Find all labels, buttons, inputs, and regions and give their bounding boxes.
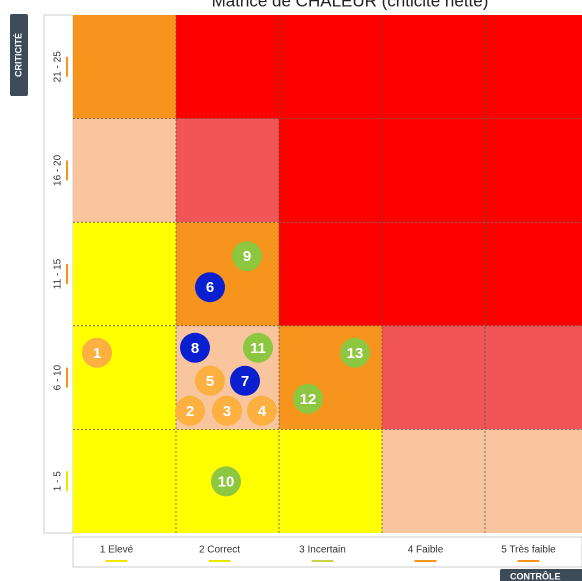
- risk-marker: [212, 395, 242, 426]
- cell: [485, 222, 582, 326]
- cell: [73, 118, 176, 223]
- risk-label: 4: [258, 403, 267, 420]
- risk-marker: [82, 337, 112, 368]
- risk-marker: [293, 383, 323, 414]
- y-label: 16 - 20: [53, 154, 64, 186]
- cell: [382, 15, 485, 119]
- cell: [485, 429, 582, 533]
- x-label: 2 Correct: [199, 545, 240, 556]
- risk-label: 12: [300, 391, 317, 408]
- y-label: 21 - 25: [53, 51, 64, 83]
- risk-label: 11: [250, 340, 266, 357]
- y-title-tab: [10, 14, 28, 96]
- risk-marker: [175, 395, 205, 426]
- risk-label: 5: [206, 373, 214, 390]
- cell: [73, 15, 176, 119]
- cell: [485, 15, 582, 119]
- risk-label: 9: [243, 248, 251, 265]
- risk-marker: [195, 272, 225, 303]
- risk-label: 3: [223, 403, 231, 420]
- risk-marker: [211, 466, 241, 497]
- risk-label: 13: [347, 345, 364, 362]
- y-label: 11 - 15: [53, 258, 64, 289]
- cell: [176, 15, 279, 119]
- risk-marker: [340, 337, 370, 368]
- x-title: CONTRÔLE: [510, 570, 561, 581]
- risk-label: 6: [206, 279, 214, 296]
- cell: [382, 325, 485, 430]
- cell: [279, 15, 382, 119]
- x-title-tab: [500, 569, 582, 581]
- cell: [382, 118, 485, 223]
- cell: [176, 118, 279, 223]
- risk-marker: [243, 332, 273, 363]
- cell: [279, 222, 382, 326]
- risk-marker: [230, 365, 260, 396]
- risk-marker: [195, 365, 225, 396]
- risk-label: 8: [191, 340, 199, 357]
- risk-marker: [232, 241, 262, 272]
- x-label: 5 Très faible: [501, 545, 556, 556]
- cell: [485, 325, 582, 430]
- cell: [382, 222, 485, 326]
- cell: [485, 118, 582, 223]
- x-label: 4 Faible: [408, 545, 444, 556]
- risk-label: 7: [241, 373, 249, 390]
- cell: [176, 222, 279, 326]
- cell: [279, 325, 382, 430]
- cell: [279, 118, 382, 223]
- x-label: 3 Incertain: [299, 545, 346, 556]
- cell: [279, 429, 382, 533]
- cell: [73, 429, 176, 533]
- y-title: CRITICITÉ: [13, 33, 23, 77]
- x-label: 1 Elevé: [100, 545, 134, 556]
- cell: [382, 429, 485, 533]
- cell: [73, 222, 176, 326]
- risk-label: 2: [186, 403, 194, 420]
- title: Matrice de CHALEUR (criticité nette): [212, 0, 489, 10]
- risk-marker: [180, 332, 210, 363]
- risk-label: 10: [218, 473, 235, 490]
- y-label: 6 - 10: [53, 364, 64, 390]
- risk-marker: [247, 395, 277, 426]
- y-label: 1 - 5: [53, 471, 64, 491]
- risk-label: 1: [93, 345, 101, 362]
